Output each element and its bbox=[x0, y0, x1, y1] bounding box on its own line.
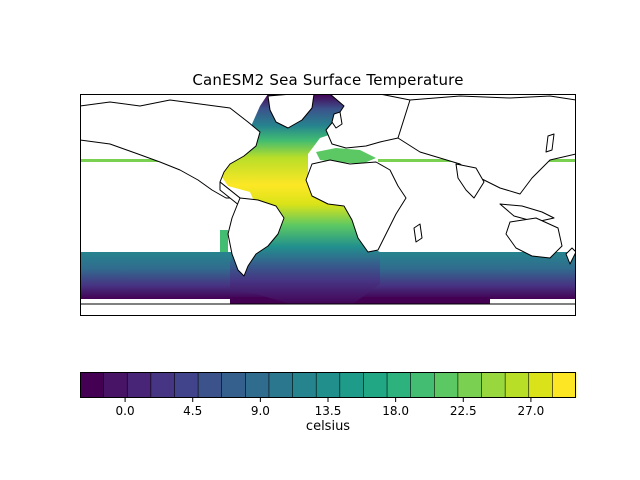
north-america bbox=[80, 99, 261, 199]
world-map bbox=[80, 94, 576, 316]
colorbar-tick-label: 13.5 bbox=[315, 404, 342, 418]
japan bbox=[545, 133, 555, 153]
australia bbox=[505, 217, 563, 259]
map-border bbox=[80, 94, 576, 316]
south-america bbox=[227, 197, 285, 277]
colorbar-segment bbox=[434, 372, 459, 398]
colorbar-segment bbox=[127, 372, 152, 398]
colorbar-segment bbox=[198, 372, 223, 398]
colorbar-segment bbox=[339, 372, 364, 398]
africa bbox=[305, 159, 407, 253]
colorbar-segment bbox=[410, 372, 435, 398]
colorbar: 0.0 4.5 9.0 13.5 18.0 22.5 27.0 bbox=[80, 372, 577, 418]
colorbar-border bbox=[80, 372, 576, 398]
madagascar bbox=[413, 223, 423, 243]
antarctica bbox=[80, 303, 576, 316]
colorbar-segment bbox=[80, 372, 104, 398]
colorbar-segment bbox=[245, 372, 270, 398]
india bbox=[455, 163, 485, 199]
new-zealand bbox=[565, 247, 576, 265]
colorbar-segment bbox=[387, 372, 411, 398]
colorbar-segment bbox=[552, 372, 577, 398]
great-britain bbox=[331, 111, 343, 129]
colorbar-segment bbox=[457, 372, 482, 398]
colorbar-segment bbox=[316, 372, 341, 398]
pacific-patch bbox=[220, 230, 228, 252]
colorbar-segment bbox=[103, 372, 128, 398]
antarctic-sst bbox=[230, 297, 490, 305]
colorbar-tick-label: 22.5 bbox=[450, 404, 477, 418]
atlantic-sst bbox=[220, 94, 380, 306]
figure-title: CanESM2 Sea Surface Temperature bbox=[192, 71, 464, 89]
colorbar-segment bbox=[363, 372, 388, 398]
colorbar-tick-label: 4.5 bbox=[183, 404, 202, 418]
colorbar-segment bbox=[292, 372, 317, 398]
colorbar-segment bbox=[221, 372, 246, 398]
colorbar-segment bbox=[150, 372, 175, 398]
colorbar-tick-label: 0.0 bbox=[116, 404, 135, 418]
colorbar-segment bbox=[268, 372, 293, 398]
indonesia bbox=[499, 203, 555, 223]
colorbar-segment bbox=[174, 372, 199, 398]
greenland bbox=[267, 94, 315, 129]
colorbar-tick-label: 9.0 bbox=[251, 404, 270, 418]
colorbar-label: celsius bbox=[305, 419, 351, 434]
colorbar-segment bbox=[481, 372, 506, 398]
colorbar-tick-label: 27.0 bbox=[518, 404, 545, 418]
colorbar-tick-label: 18.0 bbox=[382, 404, 409, 418]
colorbar-segment bbox=[505, 372, 530, 398]
asia bbox=[397, 95, 576, 195]
colorbar-segment bbox=[528, 372, 553, 398]
